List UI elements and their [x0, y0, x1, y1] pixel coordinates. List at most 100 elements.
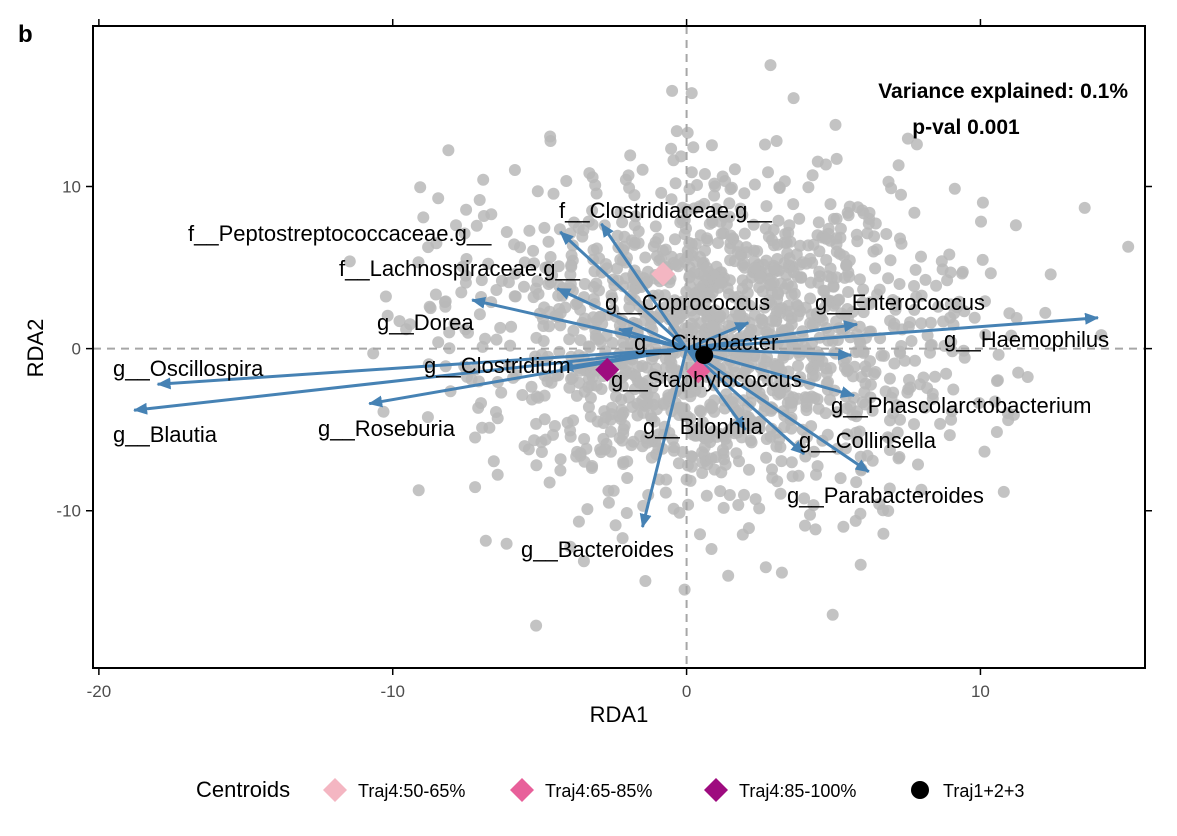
scatter-point	[530, 619, 543, 632]
arrow-label: g__Phascolarctobacterium	[831, 393, 1091, 418]
scatter-point	[884, 254, 897, 267]
scatter-point	[838, 361, 851, 374]
scatter-point	[547, 187, 560, 200]
scatter-point	[479, 332, 492, 345]
scatter-point	[989, 395, 1001, 408]
scatter-point	[563, 333, 576, 346]
scatter-point	[979, 328, 992, 341]
scatter-point	[804, 276, 817, 289]
scatter-point	[472, 401, 485, 414]
scatter-point	[908, 206, 921, 219]
scatter-point	[530, 390, 543, 403]
legend-key	[323, 778, 347, 802]
scatter-point	[645, 451, 658, 464]
scatter-point	[792, 359, 804, 372]
scatter-point	[787, 92, 800, 105]
scatter-point	[762, 166, 774, 179]
scatter-point	[516, 389, 529, 401]
scatter-point	[448, 317, 461, 330]
scatter-point	[584, 410, 597, 423]
scatter-point	[1005, 329, 1018, 342]
scatter-point	[537, 335, 550, 347]
scatter-point	[753, 281, 766, 294]
scatter-point	[968, 311, 981, 324]
scatter-point	[826, 608, 839, 621]
scatter-point	[804, 292, 817, 305]
scatter-point	[665, 193, 678, 206]
scatter-point	[864, 378, 877, 391]
scatter-point	[688, 321, 701, 334]
scatter-point	[527, 244, 540, 257]
scatter-point	[991, 374, 1004, 387]
y-axis-title: RDA2	[23, 319, 48, 378]
scatter-point	[681, 410, 693, 422]
scatter-point	[554, 453, 567, 466]
scatter-point	[659, 486, 672, 499]
scatter-point	[724, 254, 737, 267]
scatter-point	[518, 280, 530, 293]
scatter-point	[714, 309, 727, 322]
scatter-point	[785, 456, 798, 469]
scatter-point	[802, 181, 815, 194]
loading-arrow	[156, 347, 687, 390]
scatter-point	[528, 257, 540, 270]
arrow-label: g__Dorea	[377, 310, 474, 335]
scatter-point	[904, 316, 917, 329]
scatter-point	[947, 383, 960, 396]
scatter-point	[659, 301, 672, 314]
scatter-point	[895, 188, 907, 201]
scatter-point	[577, 555, 590, 568]
scatter-point	[705, 543, 718, 555]
scatter-point	[772, 360, 785, 373]
scatter-point	[778, 175, 791, 188]
scatter-point	[639, 314, 652, 327]
scatter-point	[569, 298, 582, 311]
scatter-point	[915, 289, 928, 302]
scatter-point	[670, 125, 683, 138]
arrow-label: g__Parabacteroides	[787, 483, 984, 508]
scatter-point	[458, 227, 471, 240]
scatter-point	[421, 411, 434, 424]
scatter-point	[764, 279, 777, 292]
scatter-point	[698, 168, 711, 180]
scatter-point	[833, 293, 846, 306]
scatter-point	[877, 527, 890, 540]
scatter-point	[544, 251, 557, 263]
scatter-point	[572, 515, 585, 528]
scatter-point	[432, 192, 445, 205]
loading-arrow	[559, 347, 687, 373]
scatter-point	[694, 303, 707, 316]
x-axis-title: RDA1	[590, 702, 649, 727]
scatter-point	[572, 221, 585, 234]
scatter-point	[584, 391, 597, 404]
scatter-point	[578, 278, 591, 290]
scatter-point	[890, 299, 903, 312]
arrow-label: g__Clostridium	[424, 353, 571, 378]
scatter-point	[827, 212, 840, 225]
scatter-point	[617, 336, 630, 349]
y-tick-label: 0	[72, 340, 81, 359]
scatter-point	[883, 372, 896, 385]
scatter-point	[783, 252, 796, 265]
scatter-point	[811, 155, 824, 168]
scatter-point	[774, 441, 787, 454]
scatter-point	[723, 210, 736, 223]
loading-arrow	[686, 347, 853, 361]
scatter-point	[696, 446, 709, 459]
scatter-point	[766, 463, 778, 476]
scatter-point	[590, 242, 603, 255]
zero-reference-lines	[93, 26, 1145, 668]
scatter-point	[514, 241, 526, 254]
scatter-point	[799, 519, 811, 532]
scatter-point	[662, 389, 675, 402]
scatter-point	[616, 532, 629, 545]
scatter-point	[905, 335, 918, 347]
legend: Centroids Traj4:50-65% Traj4:65-85% Traj4:…	[196, 777, 1024, 802]
scatter-point	[343, 255, 356, 268]
loading-arrow	[685, 347, 870, 474]
scatter-point	[908, 303, 921, 316]
scatter-point	[477, 173, 490, 186]
scatter-point	[473, 194, 486, 206]
plot-panel-border	[92, 25, 1146, 669]
scatter-point	[908, 280, 920, 292]
